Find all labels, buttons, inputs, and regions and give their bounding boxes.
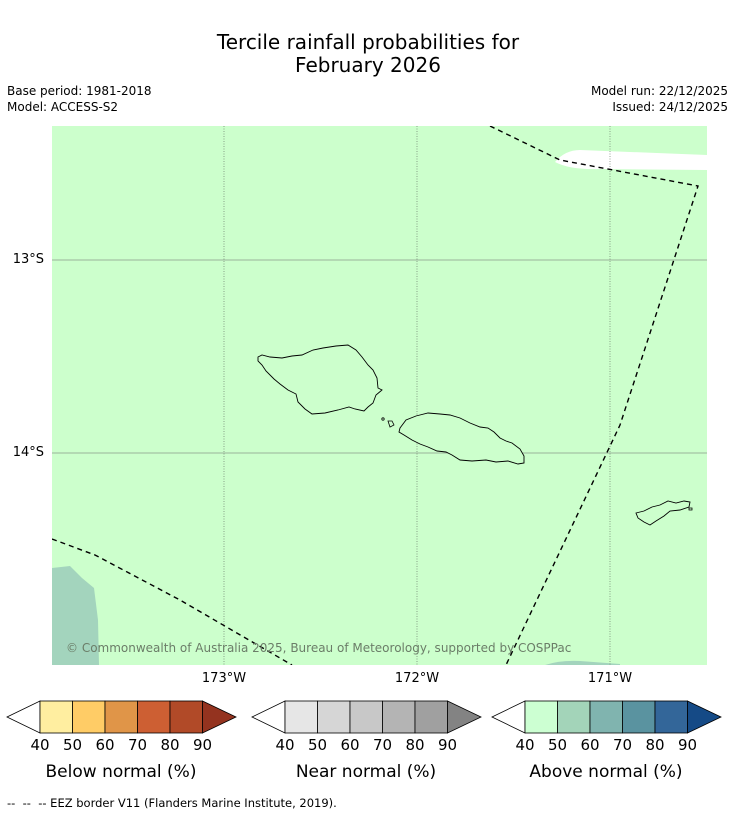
colorbar-above-swatch-5: [654, 700, 688, 734]
base-period: Base period: 1981-2018: [7, 84, 152, 98]
colorbar-near-tick: 50: [307, 736, 328, 754]
colorbar-above-tick: 40: [515, 736, 535, 754]
copyright-notice: © Commonwealth of Australia 2025, Bureau…: [66, 641, 572, 655]
colorbar-below-swatch-4: [137, 700, 171, 734]
colorbar-above-title: Above normal (%): [529, 762, 683, 782]
model-name: Model: ACCESS-S2: [7, 100, 119, 114]
colorbar-near: [251, 700, 482, 734]
colorbar-above: [491, 700, 722, 734]
colorbar-above-extend-high: [687, 700, 722, 734]
colorbar-above-extend-low: [491, 700, 526, 734]
lat-label-13s: 13°S: [12, 252, 44, 267]
colorbar-above-tick: 90: [677, 736, 698, 754]
colorbar-below-title: Below normal (%): [45, 762, 197, 782]
island-savaii: [257, 344, 383, 415]
colorbar-above-swatch-3: [589, 700, 623, 734]
colorbar-below-tick: 40: [30, 736, 50, 754]
colorbar-below-tick: 60: [95, 736, 115, 754]
eez-border-south-west: [52, 538, 293, 665]
colorbar-below-swatch-1: [39, 700, 73, 734]
island-tutuila: [635, 500, 691, 526]
colorbar-above-swatch-2: [557, 700, 591, 734]
colorbar-above-tick: 50: [547, 736, 568, 754]
colorbar-near-swatch-2: [317, 700, 351, 734]
colorbar-below-tick: 80: [160, 736, 180, 754]
probability-patch-left: [52, 566, 99, 665]
colorbar-below-swatch-2: [72, 700, 106, 734]
colorbar-below-extend-low: [6, 700, 41, 734]
map-background: [52, 126, 707, 665]
island-aunuu: [688, 507, 693, 511]
meta-right: Model run: 22/12/2025 Issued: 24/12/2025: [591, 83, 728, 115]
colorbar-below-swatch-5: [169, 700, 203, 734]
colorbar-above-swatch-4: [622, 700, 656, 734]
model-run: Model run: 22/12/2025: [590, 84, 728, 98]
colorbar-near-extend-low: [251, 700, 286, 734]
colorbar-below-tick: 70: [127, 736, 148, 754]
title-line-2: February 2026: [295, 53, 441, 77]
colorbar-below-extend-high: [202, 700, 237, 734]
colorbar-near-tick: 40: [275, 736, 295, 754]
no-data-region: [555, 150, 707, 170]
colorbar-below-swatch-3: [104, 700, 138, 734]
lon-label-173w: 173°W: [201, 671, 247, 686]
colorbar-near-title: Near normal (%): [295, 762, 437, 782]
island-manono: [387, 420, 395, 428]
colorbar-near-tick: 80: [405, 736, 425, 754]
meta-left: Base period: 1981-2018 Model: ACCESS-S2: [7, 83, 152, 115]
colorbar-near-tick: 60: [340, 736, 360, 754]
island-apolima: [381, 417, 385, 421]
colorbar-near-extend-high: [447, 700, 482, 734]
colorbar-near-swatch-1: [284, 700, 318, 734]
probability-patch-bottom: [545, 660, 620, 665]
lon-label-172w: 172°W: [394, 671, 440, 686]
colorbar-below: [6, 700, 237, 734]
lon-label-171w: 171°W: [587, 671, 633, 686]
colorbar-above-tick: 80: [645, 736, 665, 754]
colorbar-near-swatch-5: [414, 700, 448, 734]
colorbar-above-tick: 60: [580, 736, 600, 754]
colorbar-near-swatch-3: [349, 700, 383, 734]
eez-border-north-east: [489, 126, 699, 665]
colorbar-below-tick: 50: [62, 736, 83, 754]
lat-label-14s: 14°S: [12, 445, 44, 460]
title-line-1: Tercile rainfall probabilities for: [216, 30, 520, 54]
colorbar-near-tick: 70: [372, 736, 393, 754]
colorbar-above-swatch-1: [524, 700, 558, 734]
issued-date: Issued: 24/12/2025: [612, 100, 728, 114]
island-upolu: [398, 412, 525, 465]
colorbar-near-tick: 90: [437, 736, 458, 754]
eez-footnote: -- -- -- EEZ border V11 (Flanders Marine…: [7, 796, 337, 810]
colorbar-near-swatch-4: [382, 700, 416, 734]
map-title: Tercile rainfall probabilities for Febru…: [0, 31, 736, 77]
colorbar-above-tick: 70: [612, 736, 633, 754]
colorbar-below-tick: 90: [192, 736, 213, 754]
